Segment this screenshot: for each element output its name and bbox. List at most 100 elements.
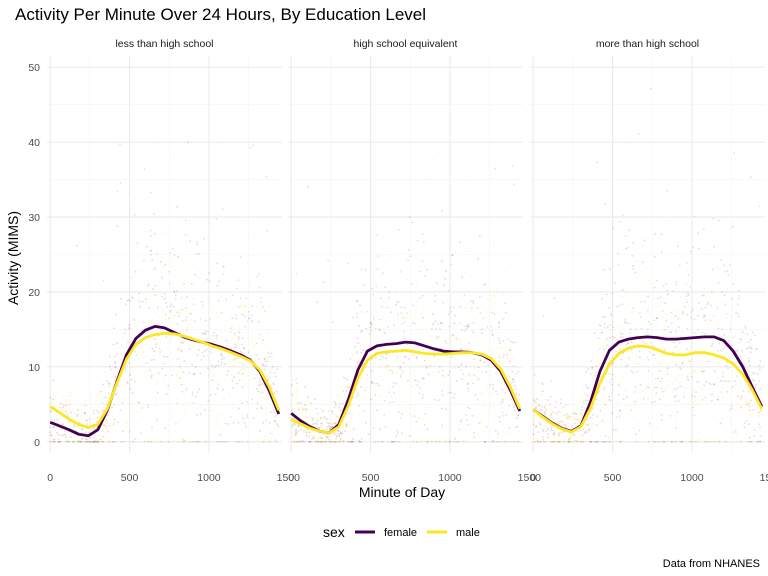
point-male [87,382,90,385]
point-male [559,440,561,443]
point-female [308,440,311,443]
point-male [77,440,79,443]
point-female [620,289,623,292]
point-female [257,384,260,387]
point-male [570,435,573,438]
point-female [416,440,418,443]
point-female [453,322,456,324]
point-female [77,413,80,416]
point-female [269,355,272,358]
point-male [245,326,247,329]
point-male [261,342,264,344]
point-female [444,278,447,281]
point-male [109,383,112,386]
point-female [615,416,618,419]
point-male [451,286,454,288]
point-female [235,440,238,443]
point-female [401,412,403,415]
point-male [502,381,504,384]
point-male [472,305,475,307]
point-female [713,383,715,386]
point-female [371,382,373,384]
point-female [104,425,107,428]
point-male [484,282,487,285]
point-male [135,217,138,220]
point-female [114,361,116,364]
legend-label-female: female [384,527,417,539]
point-male [564,440,567,443]
point-male [379,338,382,341]
point-male [111,331,114,333]
point-male [202,431,205,433]
point-male [366,340,369,343]
point-female [211,364,214,367]
point-female [462,440,465,443]
point-female [674,440,677,443]
point-male [447,436,449,439]
point-male [420,397,423,400]
point-male [419,440,421,443]
point-female [177,315,180,318]
point-male [676,377,678,380]
point-female [294,423,297,426]
point-male [674,414,677,417]
point-male [424,356,426,359]
point-male [390,370,393,373]
point-male [372,276,375,279]
point-male [453,336,456,339]
point-female [248,317,251,319]
point-male [646,330,648,333]
point-male [504,269,506,272]
point-female [70,435,72,438]
point-male [296,389,299,392]
point-female [395,382,398,385]
point-male [548,414,551,417]
point-female [158,347,161,350]
point-female [589,416,592,419]
point-male [131,275,134,278]
point-male [657,427,659,430]
point-male [691,403,694,405]
point-male [562,434,565,437]
point-female [582,428,585,430]
point-male [193,373,196,376]
point-female [327,260,329,262]
point-female [732,336,735,339]
point-male [380,276,382,278]
point-male [564,436,567,439]
point-male [276,378,279,381]
point-male [403,371,406,374]
point-female [740,397,742,400]
point-male [405,288,408,291]
point-female [553,297,556,300]
point-male [211,228,214,231]
point-female [608,373,611,375]
point-female [257,358,260,360]
point-male [690,330,692,333]
point-male [608,357,611,360]
point-male [96,440,98,443]
point-male [446,440,449,443]
point-female [379,427,382,430]
point-female [472,300,474,302]
point-male [297,425,299,427]
point-male [437,357,440,360]
point-female [601,331,604,334]
point-female [244,305,247,308]
point-female [378,358,381,361]
point-female [437,399,440,402]
point-male [540,389,543,392]
point-male [71,440,74,443]
point-female [215,334,218,337]
point-male [97,433,100,436]
point-female [164,313,167,316]
point-male [495,285,498,288]
point-male [411,319,414,322]
point-male [432,371,434,374]
point-female [704,306,707,309]
point-female [128,299,131,301]
point-female [729,328,732,330]
point-male [140,290,143,293]
point-male [464,307,466,309]
point-female [358,439,360,442]
